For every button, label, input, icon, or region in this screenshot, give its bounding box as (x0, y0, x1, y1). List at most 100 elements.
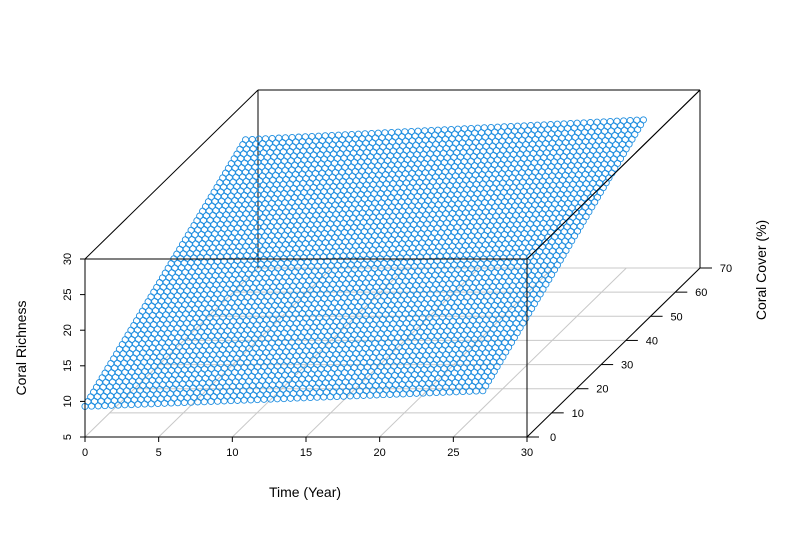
y-tick-label-20: 20 (596, 384, 608, 396)
data-point-3440 (401, 128, 409, 136)
data-point-976 (127, 326, 135, 334)
z-tick-label-25: 25 (62, 288, 74, 300)
data-point-61 (84, 398, 92, 406)
box-edge-floor-right (526, 267, 701, 438)
data-point-3470 (600, 118, 608, 126)
data-point-2684 (207, 193, 215, 201)
data-point-3468 (586, 118, 594, 127)
data-point-3424 (295, 133, 303, 141)
z-tick-label-10: 10 (62, 395, 74, 407)
data-point-3449 (460, 125, 468, 133)
data-point-3420 (268, 134, 276, 143)
x-tick-label-10: 10 (226, 447, 238, 459)
data-point-671 (113, 350, 121, 358)
data-point-3430 (334, 131, 343, 139)
z-axis-title: Coral Richness (13, 301, 29, 396)
z-tick-label-5: 5 (62, 434, 74, 440)
box-edge-top-right (526, 89, 701, 260)
y-tick-label-40: 40 (646, 335, 658, 347)
data-point-3172 (230, 155, 238, 163)
data-point-2989 (222, 169, 230, 177)
data-point-3455 (500, 123, 508, 131)
grid-line-x-10 (231, 267, 406, 438)
data-point-3467 (580, 119, 588, 127)
data-point-3438 (387, 128, 396, 137)
data-point-3436 (374, 129, 382, 137)
y-tick-label-70: 70 (720, 263, 732, 275)
data-point-3428 (321, 132, 329, 140)
data-point-3445 (434, 126, 442, 134)
data-point-3423 (288, 133, 296, 142)
data-point-3443 (421, 127, 429, 135)
data-point-3458 (520, 122, 528, 130)
data-point-2501 (199, 207, 207, 215)
data-point-3444 (427, 126, 435, 135)
x-tick-label-30: 30 (521, 447, 533, 459)
data-point-1159 (135, 312, 144, 320)
data-point-244 (92, 383, 101, 391)
data-point-3461 (540, 121, 548, 129)
data-point-3425 (301, 133, 309, 141)
data-point-3465 (566, 119, 575, 128)
data-point-3419 (261, 135, 270, 143)
data-point-3422 (281, 134, 289, 142)
data-point-3433 (354, 130, 362, 138)
data-point-3462 (547, 120, 555, 129)
data-point-3451 (474, 124, 482, 132)
data-point-3439 (394, 128, 402, 136)
data-point-1586 (156, 279, 164, 287)
data-point-3463 (553, 120, 561, 128)
data-point-2379 (193, 217, 201, 225)
data-point-3450 (467, 124, 475, 133)
data-point-3448 (454, 125, 462, 133)
x-tick-label-25: 25 (447, 447, 459, 459)
z-tick-label-30: 30 (62, 253, 74, 265)
x-tick-label-5: 5 (156, 447, 162, 459)
data-point-3446 (440, 126, 449, 134)
data-point-3435 (368, 129, 376, 138)
data-point-3475 (633, 116, 641, 124)
z-tick-label-20: 20 (62, 324, 74, 336)
data-point-3437 (381, 129, 389, 137)
data-point-3457 (513, 122, 522, 130)
y-axis-title: Coral Cover (%) (753, 220, 769, 320)
data-point-3429 (328, 131, 336, 140)
data-point-3426 (308, 132, 316, 141)
y-tick-label-60: 60 (695, 287, 707, 299)
data-point-3453 (487, 123, 495, 132)
data-point-3452 (480, 124, 488, 132)
data-point-3454 (494, 123, 502, 131)
data-point-3447 (447, 125, 455, 134)
z-tick-label-15: 15 (62, 360, 74, 372)
data-point-549 (107, 359, 115, 368)
data-point-3460 (533, 121, 541, 129)
data-point-3464 (560, 120, 568, 128)
box-edge-back-left (84, 89, 259, 260)
data-point-1464 (150, 288, 158, 296)
y-tick-label-0: 0 (550, 432, 556, 444)
data-point-3456 (507, 122, 515, 131)
data-point-3421 (275, 134, 283, 142)
data-point-3432 (348, 130, 356, 139)
data-point-3474 (626, 116, 634, 125)
data-point-1281 (141, 302, 149, 310)
x-tick-label-15: 15 (300, 447, 312, 459)
data-points (81, 116, 647, 410)
x-axis-title: Time (Year) (269, 484, 341, 500)
data-point-2196 (184, 231, 192, 239)
data-point-2806 (213, 183, 221, 191)
y-tick-label-50: 50 (670, 311, 682, 323)
x-tick-label-20: 20 (374, 447, 386, 459)
data-point-3431 (341, 131, 349, 139)
data-point-3416 (242, 136, 250, 144)
y-tick-label-10: 10 (572, 408, 584, 420)
data-point-3459 (527, 121, 535, 130)
axis-ticks: 0 5 10 15 20 25 30 5 10 15 20 25 30 0 10 20 30 40 50 60 70 (62, 253, 732, 459)
data-point-3469 (593, 118, 601, 126)
data-point-3476 (639, 116, 647, 124)
data-point-3466 (573, 119, 581, 127)
y-tick-label-30: 30 (621, 360, 633, 372)
grid-line-x-5 (158, 267, 333, 438)
data-point-3427 (315, 132, 323, 140)
data-point-3473 (620, 117, 628, 125)
